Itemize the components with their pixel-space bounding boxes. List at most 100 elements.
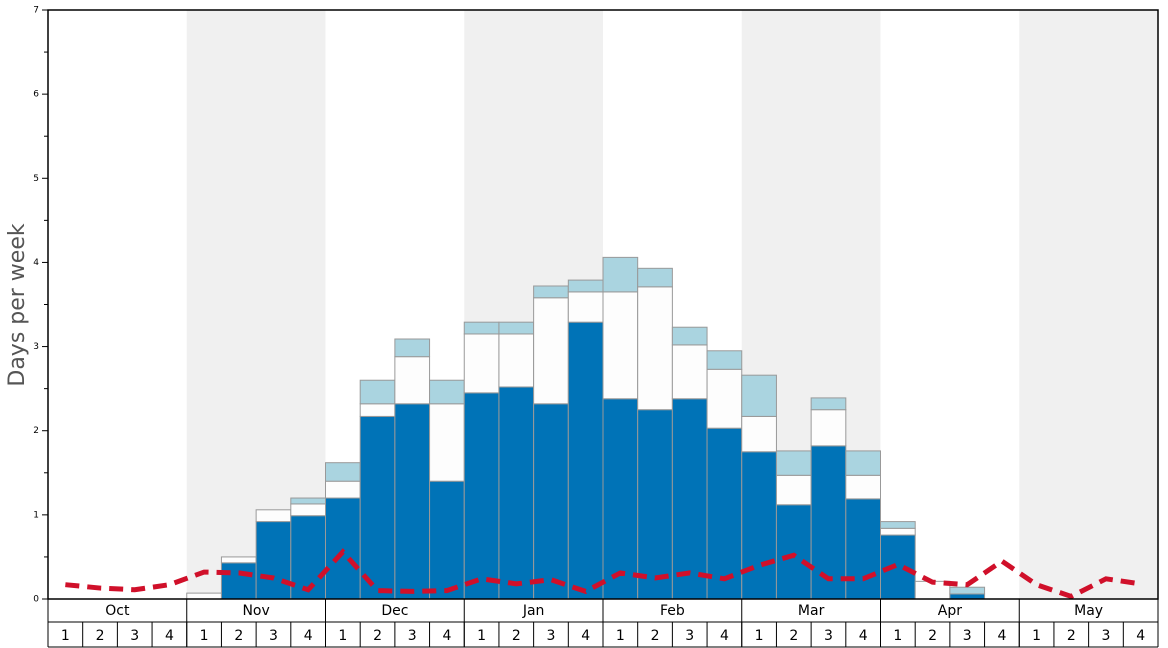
y-tick-label: 1 [33,510,39,520]
week-label: 4 [720,628,729,644]
bar-segment [533,297,569,405]
week-label: 4 [1136,628,1145,644]
bar-segment [429,403,465,482]
week-label: 1 [200,628,209,644]
bar-segment [810,445,847,600]
bar-segment [775,450,812,476]
bar-segment [671,326,708,346]
week-label: 4 [442,628,451,644]
y-tick-label: 5 [33,174,39,184]
y-tick-label: 2 [33,426,39,436]
y-tick-label: 3 [33,342,39,352]
bar-segment [533,403,569,600]
week-label: 4 [859,628,868,644]
week-label: 3 [269,628,278,644]
bar-segment [359,415,396,600]
week-label: 2 [928,628,937,644]
month-label: Nov [242,603,269,619]
bar-segment [498,333,535,388]
bar-segment [498,321,535,335]
bar-segment [949,586,986,595]
week-label: 2 [373,628,382,644]
month-label: Oct [105,603,130,619]
week-label: 4 [304,628,313,644]
bar-segment [463,392,500,600]
bar-segment [880,521,916,529]
week-label: 2 [96,628,105,644]
bar-segment [602,256,639,293]
line [65,548,1142,600]
y-tick-label: 7 [33,6,39,16]
bar-segment [463,333,500,394]
week-label: 4 [165,628,174,644]
bar-segment [394,338,431,358]
month-label: Feb [660,603,685,619]
month-label: Jan [522,603,545,619]
week-label: 4 [581,628,590,644]
bar-segment [359,403,396,417]
week-label: 1 [61,628,70,644]
bar-segment [567,279,604,293]
bar-segment [186,592,222,600]
month-label: Dec [381,603,408,619]
week-label: 3 [685,628,694,644]
bar-segment [429,379,465,405]
bar-segment [255,521,292,600]
bar-segment [949,593,986,600]
bar-segment [637,267,673,288]
week-label: 2 [789,628,798,644]
bar-segment [429,480,465,600]
bar-segment [463,321,500,335]
bar-segment [637,409,673,600]
bar-segment [775,504,812,600]
bar-segment [290,497,326,505]
bar-segment [602,291,639,400]
bar-segment [290,503,326,517]
bar-segment [845,498,881,600]
y-tick-label: 6 [33,90,39,100]
bar-segment [533,285,569,299]
bar-segment [845,450,881,476]
bar-segment [706,427,743,600]
bar-segment [741,374,777,417]
bar-segment [255,509,292,523]
bar-segment [775,474,812,506]
bar-segment [741,415,777,453]
bar-segment [567,321,604,600]
bar-segment [810,397,847,411]
month-label: Mar [798,603,825,619]
bar-segment [394,403,431,600]
y-axis-label: Days per week [5,223,30,386]
bar-segment [359,379,396,405]
week-label: 2 [651,628,660,644]
bar-segment [220,556,257,564]
week-label: 3 [824,628,833,644]
week-label: 3 [963,628,972,644]
week-label: 1 [477,628,486,644]
week-label: 2 [234,628,243,644]
bar-segment [325,462,361,482]
month-band [1019,10,1158,599]
month-label: May [1074,603,1103,619]
week-label: 1 [755,628,764,644]
week-label: 3 [130,628,139,644]
y-tick-label: 4 [33,258,39,268]
week-label: 1 [616,628,625,644]
week-label: 3 [408,628,417,644]
y-tick-label: 0 [33,595,39,605]
week-label: 1 [338,628,347,644]
week-label: 2 [512,628,521,644]
week-label: 3 [1102,628,1111,644]
bar-segment [671,344,708,400]
bar-segment [671,398,708,600]
bar-segment [567,291,604,323]
bar-segment [845,474,881,500]
month-label: Apr [938,603,962,619]
bar-segment [637,286,673,411]
week-label: 3 [547,628,556,644]
week-label: 1 [1032,628,1041,644]
week-label: 2 [1067,628,1076,644]
bar-segment [880,527,916,536]
bar-segment [394,356,431,405]
